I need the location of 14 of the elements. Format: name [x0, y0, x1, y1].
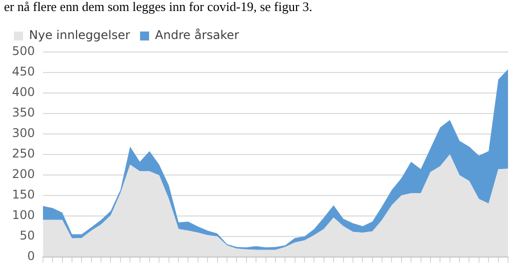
legend-label: Andre årsaker [155, 28, 240, 42]
y-tick-label: 350 [12, 106, 35, 120]
y-tick-label: 250 [12, 146, 35, 161]
text: er nå flere enn dem som legges inn for covid-19, se figur 3. [3, 0, 314, 16]
y-tick-label: 450 [12, 64, 35, 79]
y-tick-label: 500 [12, 44, 35, 58]
y-tick-label: 100 [12, 208, 35, 222]
legend-label: Nye innleggelser [29, 28, 130, 42]
y-tick-label: 200 [12, 167, 35, 182]
y-tick-label: 400 [12, 85, 35, 100]
y-tick-label: 150 [12, 187, 35, 202]
y-tick-label: 300 [12, 126, 35, 140]
y-tick-label: 50 [20, 228, 35, 242]
y-tick-label: 0 [27, 248, 35, 263]
